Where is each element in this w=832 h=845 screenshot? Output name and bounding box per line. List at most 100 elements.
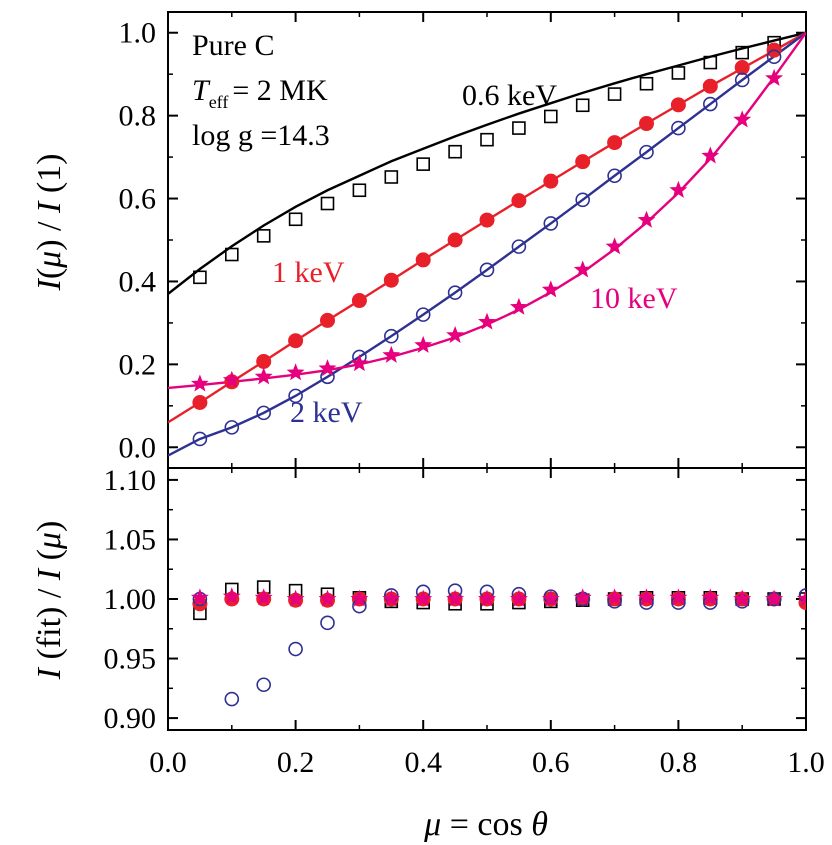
top-point-10-kev <box>446 325 465 343</box>
top-point-2-kev <box>383 328 399 344</box>
bottom-point-10-kev <box>669 588 688 606</box>
x-tick-label: 0.6 <box>532 746 570 779</box>
top-panel: 0.0 0.2 0.4 0.6 0.8 1.0 <box>119 11 807 469</box>
top-point-2-kev <box>702 96 718 112</box>
top-point-10-kev <box>414 335 433 353</box>
x-tick-label: 0.0 <box>149 746 187 779</box>
top-point-10-kev <box>254 367 273 385</box>
top-point-1-kev <box>575 154 591 170</box>
bottom-point-10-kev <box>509 589 528 607</box>
teff-label: Teff = 2 MK <box>192 74 328 112</box>
top-point-1-kev <box>479 212 495 228</box>
top-point-1-kev <box>639 116 654 132</box>
top-y-tick-label: 0.4 <box>119 265 157 298</box>
top-y-tick-label: 0.6 <box>119 183 157 216</box>
bottom-point-10-kev <box>765 589 784 607</box>
x-tick-label: 0.2 <box>277 746 315 779</box>
top-point-2-kev <box>511 239 527 254</box>
teff-value: = 2 MK <box>232 74 328 107</box>
top-point-1-kev <box>511 193 527 209</box>
bottom-data-layer <box>190 580 806 707</box>
bottom-point-10-kev <box>222 587 241 605</box>
top-point-0.6-kev <box>512 121 526 135</box>
bottom-y-tick-label: 1.05 <box>104 523 157 556</box>
top-point-10-kev <box>382 345 401 363</box>
bottom-panel: 0.0 0.2 0.4 0.6 0.8 1.0 0.90 0.95 1.00 1.05 1.10 <box>104 464 825 779</box>
top-point-1-kev <box>670 97 686 113</box>
x-tick-label: 1.0 <box>787 746 825 779</box>
teff-symbol: T <box>192 74 211 107</box>
logg-label: log g =14.3 <box>192 119 330 152</box>
bottom-point-10-kev <box>541 589 560 607</box>
top-y-tick-label: 0.0 <box>119 431 157 464</box>
bottom-y-tick-label: 1.10 <box>104 464 157 497</box>
bottom-point-2-kev <box>256 677 272 693</box>
top-point-0.6-kev <box>416 157 431 171</box>
bottom-y-tick-label: 1.00 <box>104 583 157 616</box>
top-point-2-kev <box>671 120 686 136</box>
fit-line-0.6-kev <box>168 31 806 295</box>
bottom-y-tick-label: 0.90 <box>104 702 157 735</box>
bottom-point-10-kev <box>797 589 806 607</box>
bottom-point-10-kev <box>254 588 273 606</box>
series-label-2kev: 2 keV <box>290 396 363 429</box>
top-point-0.6-kev <box>384 170 399 184</box>
top-point-2-kev <box>607 168 622 184</box>
x-tick-label: 0.4 <box>404 746 442 779</box>
bottom-point-2-kev <box>798 588 806 603</box>
top-point-10-kev <box>509 297 528 315</box>
top-point-10-kev <box>733 110 752 128</box>
top-point-0.6-kev <box>575 98 590 113</box>
top-point-1-kev <box>351 293 367 309</box>
bottom-point-2-kev <box>320 615 335 631</box>
bottom-point-10-kev <box>701 588 720 606</box>
top-point-2-kev <box>734 72 750 88</box>
top-point-0.6-kev <box>607 87 622 101</box>
top-point-2-kev <box>288 388 303 404</box>
top-point-0.6-kev <box>225 247 239 262</box>
bottom-point-10-kev <box>286 589 305 607</box>
top-point-10-kev <box>350 354 369 372</box>
top-point-10-kev <box>541 280 560 298</box>
top-point-0.6-kev <box>671 66 686 80</box>
top-point-10-kev <box>573 260 592 278</box>
top-point-2-kev <box>639 144 654 160</box>
top-point-0.6-kev <box>735 45 750 60</box>
bottom-point-10-kev <box>733 589 752 607</box>
bottom-y-tick-label: 0.95 <box>104 643 157 676</box>
bottom-point-2-kev <box>224 691 240 707</box>
top-point-2-kev <box>192 431 208 447</box>
bottom-y-axis-label: I (fit) / I (μ) <box>31 521 68 681</box>
top-point-1-kev <box>288 333 304 349</box>
top-point-2-kev <box>575 192 591 208</box>
top-point-1-kev <box>543 173 559 189</box>
bottom-point-10-kev <box>318 589 337 607</box>
top-y-axis-label: I(μ) / I (1) <box>31 154 68 292</box>
top-point-1-kev <box>447 232 463 248</box>
bottom-point-10-kev <box>605 588 624 606</box>
top-point-2-kev <box>224 420 240 435</box>
top-point-10-kev <box>605 237 624 255</box>
top-point-2-kev <box>543 216 559 231</box>
series-label-10kev: 10 keV <box>590 282 678 315</box>
top-point-2-kev <box>256 405 272 421</box>
top-point-10-kev <box>190 374 209 392</box>
top-point-10-kev <box>286 363 305 381</box>
top-point-2-kev <box>766 49 782 65</box>
bottom-point-10-kev <box>382 589 401 607</box>
top-point-10-kev <box>701 146 720 164</box>
top-point-10-kev <box>478 312 496 330</box>
top-point-10-kev <box>669 180 688 198</box>
series-label-1kev: 1 keV <box>272 256 345 289</box>
bottom-point-2-kev <box>288 641 303 657</box>
top-point-1-kev <box>383 272 399 288</box>
top-point-0.6-kev <box>703 55 718 70</box>
composition-label: Pure C <box>192 29 275 62</box>
top-y-tick-label: 0.2 <box>119 348 157 381</box>
bottom-point-10-kev <box>350 589 369 607</box>
series-label-0.6kev: 0.6 keV <box>462 79 557 112</box>
top-point-0.6-kev <box>543 109 558 124</box>
top-point-0.6-kev <box>288 212 303 227</box>
fit-line-2-kev <box>168 31 806 457</box>
